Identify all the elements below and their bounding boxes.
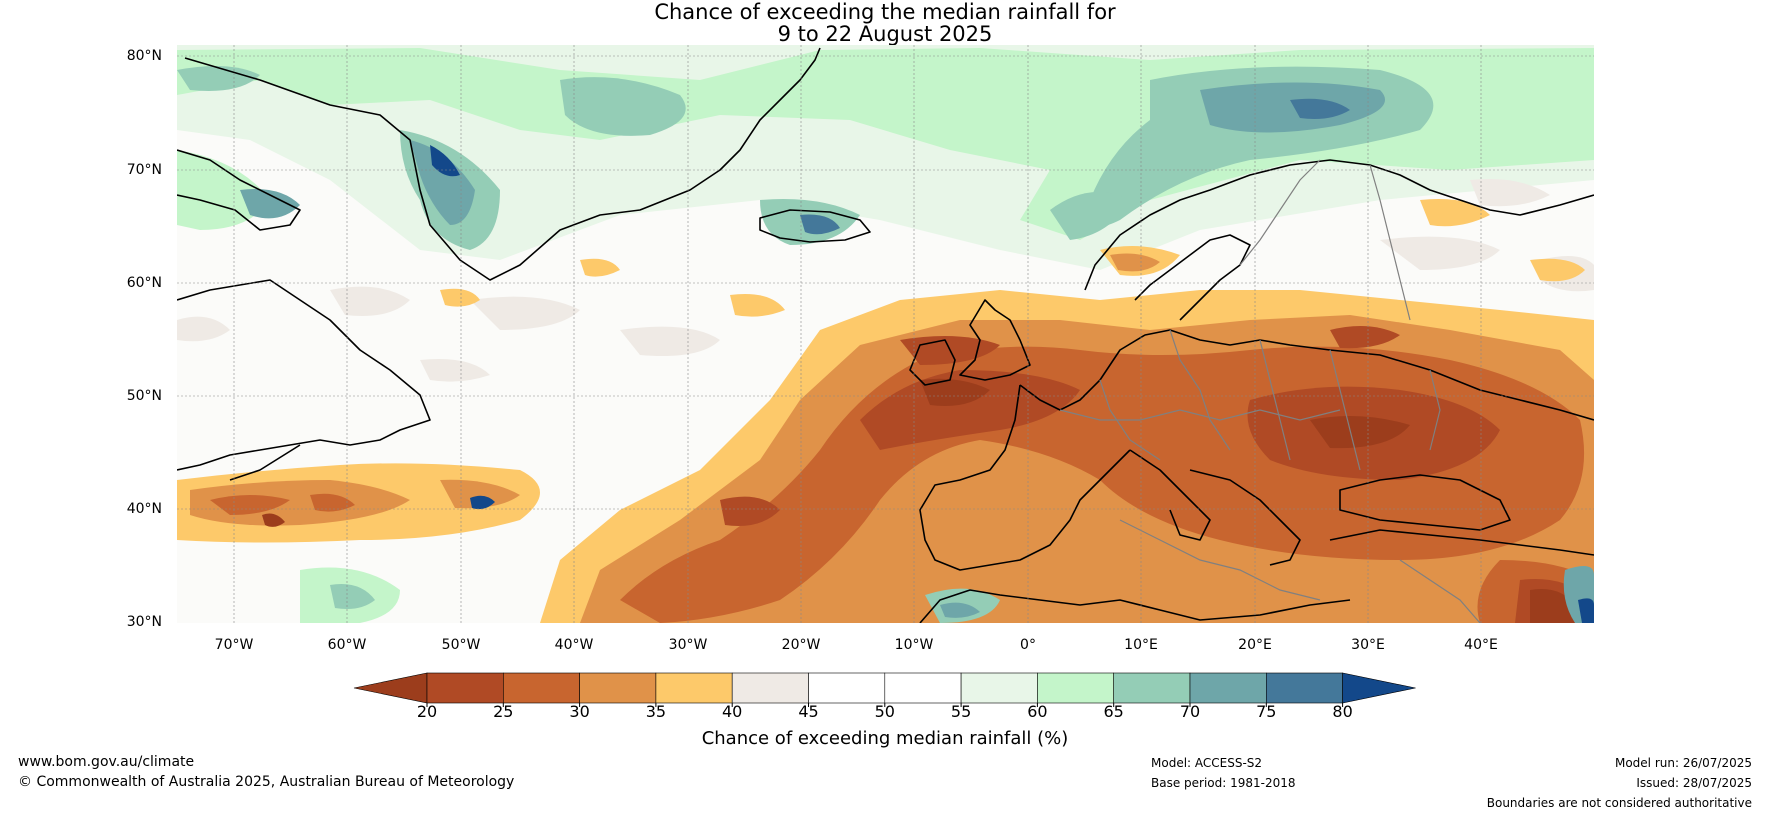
colorbar-tick-label: 50 xyxy=(874,702,895,721)
wet-region-north xyxy=(177,45,1594,270)
latitude-label: 30°N xyxy=(126,614,162,630)
colorbar-tick-label: 65 xyxy=(1103,702,1124,721)
colorbar-segment xyxy=(731,672,809,704)
rainfall-map xyxy=(177,45,1594,623)
colorbar-tick-label: 25 xyxy=(493,702,514,721)
colorbar-segment xyxy=(502,672,580,704)
colorbar-label: Chance of exceeding median rainfall (%) xyxy=(701,728,1069,749)
coastlines xyxy=(177,47,1594,623)
country-borders xyxy=(1059,159,1481,623)
longitude-label: 40°W xyxy=(554,637,594,653)
map-title-line2: 9 to 22 August 2025 xyxy=(777,22,993,46)
longitude-label: 10°W xyxy=(894,637,934,653)
colorbar-segment xyxy=(579,672,657,704)
colorbar-segment xyxy=(884,672,962,704)
colorbar-segment xyxy=(1266,672,1343,704)
colorbar-tick-label: 55 xyxy=(950,702,972,721)
colorbar-segment xyxy=(655,672,733,704)
colorbar-tick-label: 30 xyxy=(569,702,590,721)
model-text: Model: ACCESS-S2 xyxy=(1151,756,1263,770)
colorbar-tick-label: 70 xyxy=(1179,702,1201,721)
map-title-line1: Chance of exceeding the median rainfall … xyxy=(654,0,1116,24)
model-run-text: Model run: 26/07/2025 xyxy=(1614,756,1752,770)
colorbar-segments xyxy=(353,672,1416,704)
longitude-label: 10°E xyxy=(1124,637,1158,653)
colorbar-tick-label: 80 xyxy=(1332,702,1353,721)
latitude-label: 50°N xyxy=(126,388,162,404)
colorbar-tick-label: 60 xyxy=(1027,702,1048,721)
colorbar-segment xyxy=(960,672,1038,704)
longitude-label: 40°E xyxy=(1464,637,1498,653)
colorbar-segment xyxy=(808,672,886,704)
colorbar-tick-label: 20 xyxy=(416,702,438,721)
copyright-text: © Commonwealth of Australia 2025, Austra… xyxy=(18,774,515,790)
longitude-label: 20°E xyxy=(1238,637,1272,653)
dry-region-below-20 xyxy=(262,378,1575,623)
latitude-label: 40°N xyxy=(126,501,162,517)
longitude-label: 60°W xyxy=(327,637,367,653)
longitude-label: 20°W xyxy=(781,637,821,653)
longitude-label: 50°W xyxy=(441,637,481,653)
wet-region-south xyxy=(300,495,1594,623)
colorbar-arrow-high xyxy=(1342,672,1416,704)
longitude-label: 30°E xyxy=(1351,637,1385,653)
issued-text: Issued: 28/07/2025 xyxy=(1636,776,1752,790)
colorbar-tick-label: 35 xyxy=(645,702,667,721)
colorbar-tick-label: 45 xyxy=(798,702,819,721)
colorbar-arrow-low xyxy=(353,672,428,704)
website-text: www.bom.gov.au/climate xyxy=(18,754,195,770)
colorbar-segment xyxy=(1189,672,1267,704)
latitude-label: 70°N xyxy=(126,162,162,178)
colorbar-segment xyxy=(1037,672,1115,704)
latitude-label: 80°N xyxy=(126,48,162,64)
latitude-label: 60°N xyxy=(126,275,162,291)
disclaimer-text: Boundaries are not considered authoritat… xyxy=(1486,796,1752,810)
colorbar-tick-label: 40 xyxy=(722,702,743,721)
colorbar-tick-label: 75 xyxy=(1256,702,1277,721)
longitude-label: 70°W xyxy=(214,637,254,653)
base-period-text: Base period: 1981-2018 xyxy=(1151,776,1296,790)
longitude-label: 30°W xyxy=(668,637,708,653)
longitude-label: 0° xyxy=(1020,637,1036,653)
colorbar-segment xyxy=(1113,672,1191,704)
graticule xyxy=(177,45,1594,623)
colorbar-segment xyxy=(426,672,504,704)
